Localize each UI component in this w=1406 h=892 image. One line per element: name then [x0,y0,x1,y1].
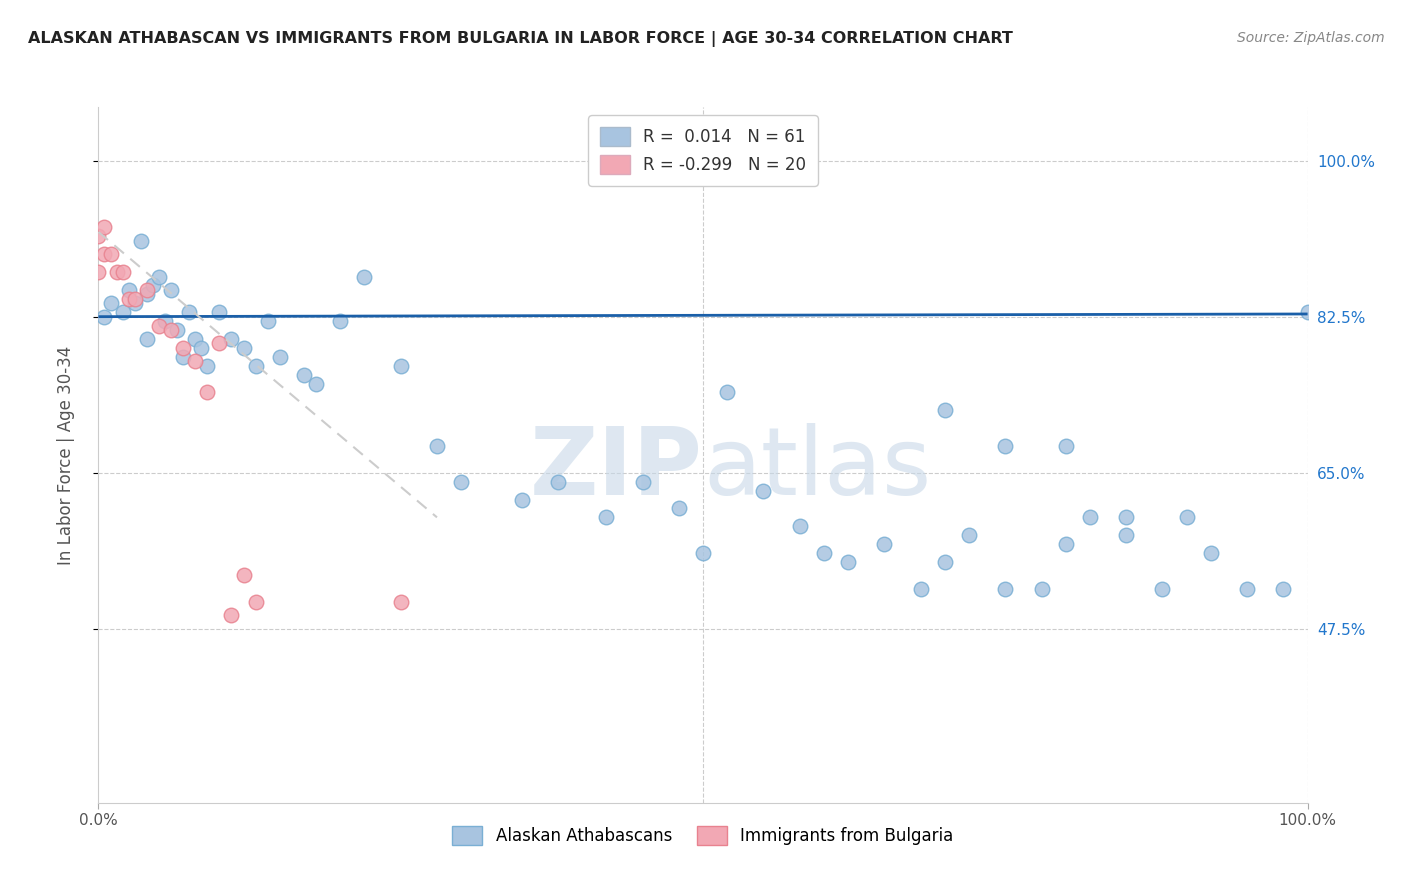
Point [692,546,714,560]
Point [93,310,115,324]
Point [124,296,146,310]
Point [1115,510,1137,524]
Point [111,265,134,279]
Point [813,546,835,560]
Point [245,359,267,373]
Point [1054,537,1077,551]
Point [389,359,412,373]
Point [142,278,165,293]
Point [105,265,128,279]
Point [547,475,569,489]
Point [668,501,690,516]
Point [1115,528,1137,542]
Text: atlas: atlas [703,423,931,515]
Point [135,287,157,301]
Point [389,595,412,609]
Point [292,368,315,382]
Point [232,341,254,355]
Point [910,582,932,596]
Point [111,305,134,319]
Point [1054,439,1077,453]
Point [135,332,157,346]
Point [124,292,146,306]
Point [148,318,170,333]
Point [100,296,122,310]
Point [1236,582,1258,596]
Point [135,283,157,297]
Point [87,229,110,244]
Point [221,608,243,623]
Point [957,528,980,542]
Point [172,341,194,355]
Point [184,354,207,368]
Point [426,439,449,453]
Point [752,483,775,498]
Point [195,359,218,373]
Point [1272,582,1295,596]
Point [129,234,152,248]
Point [166,323,188,337]
Point [232,568,254,582]
Point [934,403,956,417]
Point [172,350,194,364]
Point [837,555,859,569]
Point [221,332,243,346]
Point [994,582,1017,596]
Point [153,314,176,328]
Point [1078,510,1101,524]
Y-axis label: In Labor Force | Age 30-34: In Labor Force | Age 30-34 [56,345,75,565]
Point [256,314,278,328]
Point [595,510,617,524]
Point [87,265,110,279]
Point [934,555,956,569]
Point [184,332,207,346]
Point [100,247,122,261]
Point [994,439,1017,453]
Point [190,341,212,355]
Point [118,283,141,297]
Point [208,336,231,351]
Point [1175,510,1198,524]
Point [789,519,811,533]
Text: ALASKAN ATHABASCAN VS IMMIGRANTS FROM BULGARIA IN LABOR FORCE | AGE 30-34 CORREL: ALASKAN ATHABASCAN VS IMMIGRANTS FROM BU… [28,31,1012,47]
Point [118,292,141,306]
Point [716,385,738,400]
Point [148,269,170,284]
Point [1031,582,1053,596]
Text: Source: ZipAtlas.com: Source: ZipAtlas.com [1237,31,1385,45]
Point [208,305,231,319]
Point [1152,582,1174,596]
Text: ZIP: ZIP [530,423,703,515]
Point [305,376,328,391]
Point [1199,546,1222,560]
Point [93,220,115,235]
Point [195,385,218,400]
Point [450,475,472,489]
Point [93,247,115,261]
Point [353,269,375,284]
Point [160,283,183,297]
Point [329,314,352,328]
Point [873,537,896,551]
Point [510,492,533,507]
Point [269,350,291,364]
Point [631,475,654,489]
Legend: Alaskan Athabascans, Immigrants from Bulgaria: Alaskan Athabascans, Immigrants from Bul… [444,818,962,854]
Point [179,305,201,319]
Point [245,595,267,609]
Point [1296,305,1319,319]
Point [160,323,183,337]
